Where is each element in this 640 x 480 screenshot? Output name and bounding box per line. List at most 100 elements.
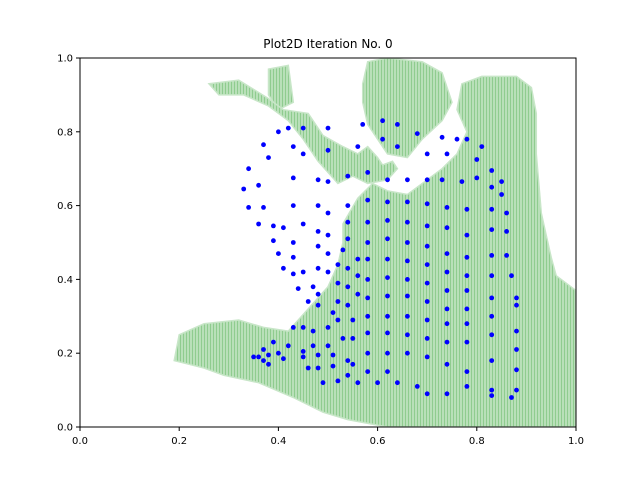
data-point [315,243,321,249]
x-tick-label: 0.8 [469,436,485,447]
data-point [290,144,296,150]
data-point [444,151,450,157]
data-point [305,365,311,371]
data-point [300,325,306,330]
data-point [365,256,371,262]
data-point [285,343,291,349]
data-point [300,349,306,354]
data-point [330,310,336,315]
data-point [290,254,296,260]
data-point [271,339,276,345]
data-point [509,395,514,400]
data-point [474,175,480,181]
y-tick-label: 0.2 [57,349,73,360]
data-point [444,321,450,327]
data-point [395,122,400,127]
data-point [340,336,346,341]
data-point [454,136,460,142]
data-point [266,361,271,367]
data-point [385,199,390,205]
data-point [509,273,514,279]
data-point [489,393,495,398]
data-point [464,273,470,279]
data-point [385,236,390,242]
data-point [414,384,420,389]
y-tick-label: 1.0 [57,54,73,65]
data-point [315,365,321,371]
data-point [405,258,410,264]
data-point [424,201,430,207]
x-tick-label: 0.0 [72,436,88,447]
data-point [365,170,371,175]
data-point [439,177,445,183]
data-point [345,302,351,308]
data-point [271,223,276,229]
data-point [355,256,361,262]
data-point [504,229,509,234]
data-point [424,223,430,229]
data-point [489,313,495,319]
data-point [385,369,390,374]
data-point [325,325,331,330]
data-point [405,313,410,319]
data-point [340,247,346,253]
data-point [345,236,351,242]
data-point [489,332,495,338]
data-point [439,134,445,140]
data-point [424,336,430,341]
data-point [489,253,495,258]
data-point [385,330,390,336]
data-point [325,179,331,185]
data-point [405,350,410,356]
data-point [514,387,519,393]
data-point [365,240,371,245]
data-point [281,356,286,362]
data-point [464,206,470,212]
data-point [335,262,341,267]
data-point [300,269,306,275]
data-point [514,302,519,308]
y-tick-label: 0.0 [57,423,73,434]
data-point [514,295,519,301]
data-point [395,144,400,150]
data-point [315,177,321,183]
data-point [350,361,356,367]
data-point [285,125,291,131]
data-point [355,291,361,297]
data-point [355,380,361,386]
data-point [489,358,495,363]
data-point [489,206,495,212]
data-point [256,221,261,227]
data-point [479,144,485,150]
data-point [489,168,495,173]
data-point [385,275,390,280]
y-tick-label: 0.4 [57,275,73,286]
data-point [276,350,281,356]
data-point [256,354,261,360]
data-point [256,182,261,188]
data-point [405,293,410,299]
data-point [295,286,301,291]
x-tick-label: 0.4 [270,436,286,447]
data-point [281,225,286,231]
data-point [464,288,470,293]
data-point [365,277,371,282]
data-point [464,339,470,345]
region-patch [361,58,453,159]
data-point [261,347,266,352]
data-point [405,177,410,183]
data-point [424,299,430,304]
data-point [405,332,410,338]
data-point [365,295,371,301]
data-point [424,354,430,360]
data-point [380,118,385,124]
data-point [444,306,450,312]
data-point [385,350,390,356]
data-point [300,354,306,360]
data-point [489,227,495,233]
data-point [345,219,351,225]
point-layer [241,118,519,400]
data-point [474,157,480,162]
data-point [320,380,326,386]
